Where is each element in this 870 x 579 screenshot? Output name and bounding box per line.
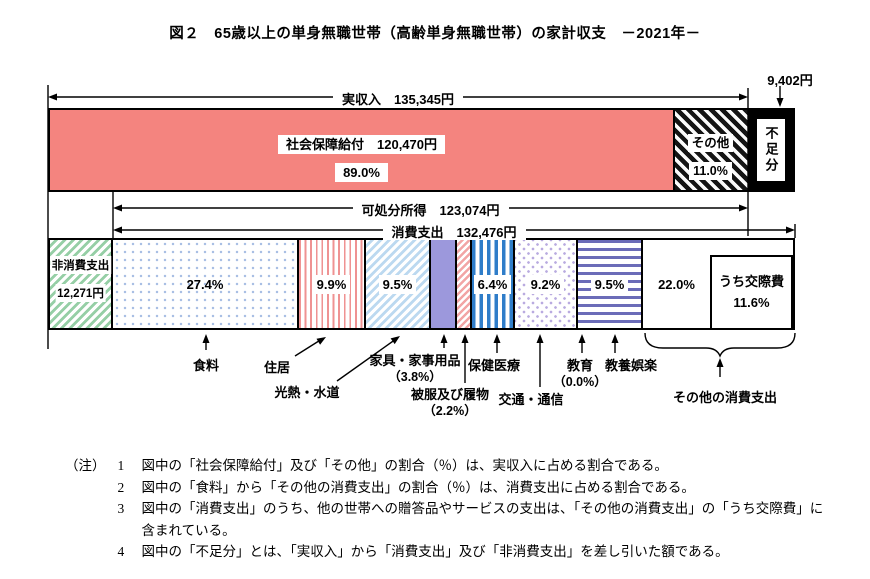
shortfall-label: 不足分 (757, 119, 785, 181)
note-item: 2 図中の「食料」から「その他の消費支出」の割合（％）は、消費支出に占める割合で… (118, 477, 826, 499)
note-text: 図中の「不足分」とは、「実収入」から「消費支出」及び「非消費支出」を差し引いた額… (141, 544, 729, 559)
callout-housing: 住居 (263, 360, 291, 375)
housing-percent: 9.9% (312, 274, 351, 294)
segment-food: 27.4% (113, 240, 299, 328)
segment-clothing (457, 240, 472, 328)
segment-furniture (431, 240, 457, 328)
transport-percent: 9.2% (526, 274, 565, 294)
note-text: 図中の「食料」から「その他の消費支出」の割合（％）は、消費支出に占める割合である… (141, 479, 695, 495)
callout-education-percent: （0.0%） (553, 375, 607, 389)
notes-heading: （注） (65, 458, 106, 473)
non-consumption-label: 非消費支出 (49, 256, 112, 274)
callout-clothing: 被服及び履物 (410, 387, 490, 402)
note-text: 図中の「社会保障給付」及び「その他」の割合（％）は、実収入に占める割合である。 (141, 458, 668, 473)
note-number: 1 (117, 458, 125, 473)
segment-housing: 9.9% (299, 240, 366, 328)
other-consumption-percent: 22.0% (658, 276, 695, 292)
callout-transport: 交通・通信 (498, 392, 564, 407)
other-income-percent: 11.0% (673, 162, 748, 180)
callout-clothing-percent: （2.2%） (423, 404, 477, 418)
callout-utilities: 光熱・水道 (274, 385, 340, 400)
callout-education: 教育 (566, 358, 594, 373)
furniture-callout-arrow (440, 334, 448, 348)
segment-recreation: 9.5% (578, 240, 643, 328)
note-number: 4 (117, 544, 125, 559)
note-item: 4 図中の「不足分」とは、「実収入」から「消費支出」及び「非消費支出」を差し引い… (118, 541, 826, 563)
transport-callout-arrow (536, 334, 544, 387)
shortfall-arrow (776, 86, 784, 107)
other-consumption-brace (644, 332, 796, 377)
utilities-percent: 9.5% (378, 274, 417, 294)
food-percent: 27.4% (186, 276, 224, 292)
expenditure-bar: 非消費支出 12,271円 27.4% 9.9% 9.5% 6.4% 9.2% … (48, 238, 795, 330)
note-text: 図中の「消費支出」のうち、他の世帯への贈答品やサービスの支出は、「その他の消費支… (141, 501, 824, 538)
actual-income-label: 実収入 135,345円 (48, 89, 748, 108)
callout-medical: 保健医療 (467, 358, 521, 373)
callout-food: 食料 (192, 358, 220, 373)
housing-callout-arrow (294, 337, 326, 357)
social-expenses-label: うち交際費 (718, 274, 784, 290)
notes: （注） 1 図中の「社会保障給付」及び「その他」の割合（％）は、実収入に占める割… (65, 455, 826, 563)
segment-other-consumption: 22.0% うち交際費 11.6% (643, 240, 793, 328)
social-expenses-box: うち交際費 11.6% (710, 255, 793, 328)
consumption-label: 消費支出 132,476円 (113, 222, 795, 241)
medical-percent: 6.4% (473, 274, 512, 294)
social-security-label: 社会保障給付 120,470円 (50, 134, 673, 154)
social-security-percent: 89.0% (50, 163, 673, 182)
notes-list: 1 図中の「社会保障給付」及び「その他」の割合（％）は、実収入に占める割合である… (118, 455, 826, 563)
segment-transport: 9.2% (515, 240, 578, 328)
segment-medical: 6.4% (472, 240, 515, 328)
note-number: 2 (117, 479, 125, 495)
income-bar: 社会保障給付 120,470円 89.0% その他 11.0% 不足分 (48, 108, 795, 192)
note-item: 1 図中の「社会保障給付」及び「その他」の割合（％）は、実収入に占める割合である… (118, 455, 826, 477)
recreation-percent: 9.5% (590, 274, 629, 294)
callout-recreation: 教養娯楽 (604, 358, 658, 373)
social-expenses-percent: 11.6% (733, 294, 770, 310)
shortfall-value-label: 9,402円 (767, 73, 813, 88)
disposable-income-label: 可処分所得 123,074円 (113, 200, 748, 219)
other-income-label: その他 (673, 132, 748, 152)
non-consumption-value: 12,271円 (55, 284, 106, 302)
figure-title: 図２ 65歳以上の単身無職世帯（高齢単身無職世帯）の家計収支 －2021年－ (169, 26, 701, 42)
segment-utilities: 9.5% (366, 240, 431, 328)
education-callout-arrow (578, 334, 586, 353)
callout-furniture-percent: （3.8%） (388, 370, 442, 384)
food-callout-arrow (202, 334, 210, 350)
segment-non-consumption: 非消費支出 12,271円 (49, 240, 113, 328)
note-item: 3 図中の「消費支出」のうち、他の世帯への贈答品やサービスの支出は、「その他の消… (118, 498, 826, 541)
note-number: 3 (117, 501, 125, 516)
recreation-callout-arrow (611, 334, 619, 353)
callout-other-consumption: その他の消費支出 (672, 390, 778, 405)
medical-callout-arrow (493, 334, 501, 353)
